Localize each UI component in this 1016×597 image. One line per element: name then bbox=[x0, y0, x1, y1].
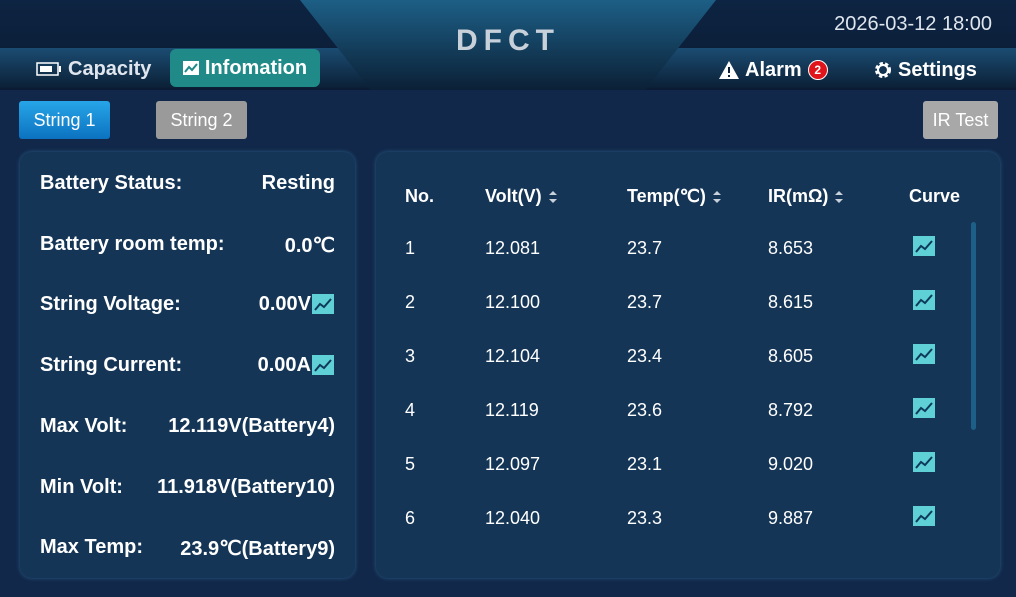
table-cell: 23.7 bbox=[627, 292, 663, 312]
table-cell: 8.615 bbox=[768, 292, 814, 312]
sort-icon bbox=[548, 190, 557, 203]
curve-button[interactable] bbox=[913, 344, 935, 369]
alarm-label: Alarm bbox=[745, 58, 802, 81]
curve-icon bbox=[312, 294, 334, 315]
header-label: Curve bbox=[909, 186, 961, 206]
summary-label: Min Volt: bbox=[40, 475, 123, 498]
table-cell: 3 bbox=[405, 346, 416, 366]
title-plate bbox=[300, 0, 716, 90]
summary-value: 12.119V(Battery4) bbox=[168, 414, 335, 437]
table-cell: 23.1 bbox=[627, 454, 663, 474]
tab-bar bbox=[646, 48, 1016, 88]
curve-button[interactable] bbox=[312, 294, 334, 319]
curve-icon bbox=[913, 506, 935, 526]
table-cell: 23.3 bbox=[627, 508, 663, 528]
datetime: 2026-03-12 18:00 bbox=[834, 13, 992, 35]
header-label: No. bbox=[405, 186, 434, 206]
summary-label: String Current: bbox=[40, 354, 183, 377]
chart-icon bbox=[182, 61, 199, 75]
summary-label: Max Volt: bbox=[40, 414, 128, 437]
header-label: Volt(V) bbox=[485, 186, 542, 206]
table-cell: 2 bbox=[405, 292, 416, 312]
table-cell: 8.653 bbox=[768, 238, 814, 258]
column-header: No. bbox=[405, 186, 434, 207]
table-cell: 4 bbox=[405, 400, 416, 420]
summary-label: String Voltage: bbox=[40, 293, 181, 316]
curve-button[interactable] bbox=[913, 398, 935, 423]
summary-value: 11.918V(Battery10) bbox=[157, 475, 335, 498]
table-cell: 12.104 bbox=[485, 346, 541, 366]
column-header[interactable]: Volt(V) bbox=[485, 186, 558, 207]
curve-icon bbox=[913, 398, 935, 418]
summary-label: Battery Status: bbox=[40, 172, 183, 194]
table-cell: 23.6 bbox=[627, 400, 663, 420]
summary-value: 0.00A bbox=[257, 354, 311, 377]
tab-label: Infomation bbox=[204, 56, 308, 79]
scrollbar[interactable] bbox=[971, 222, 976, 430]
curve-icon bbox=[913, 344, 935, 364]
curve-icon bbox=[913, 452, 935, 472]
summary-value: 0.0℃ bbox=[284, 234, 335, 257]
sort-icon bbox=[712, 190, 721, 203]
curve-icon bbox=[913, 290, 935, 310]
summary-value: 23.9℃(Battery9) bbox=[180, 538, 335, 561]
table-panel: No. Volt(V) Temp(℃) IR(mΩ) Curve 1 12.081 23.7 8… bbox=[376, 152, 1000, 578]
table-cell: 23.4 bbox=[627, 346, 663, 366]
column-header: Curve bbox=[909, 186, 960, 207]
tab-information[interactable]: Infomation bbox=[170, 49, 320, 87]
table-cell: 12.097 bbox=[485, 454, 541, 474]
curve-button[interactable] bbox=[913, 290, 935, 315]
settings-label: Settings bbox=[898, 58, 977, 81]
summary-value: Resting bbox=[261, 172, 335, 194]
table-cell: 6 bbox=[405, 508, 416, 528]
table-cell: 12.081 bbox=[485, 238, 541, 258]
table-cell: 12.040 bbox=[485, 508, 541, 528]
string-1-button[interactable]: String 1 bbox=[19, 101, 110, 139]
table-cell: 23.7 bbox=[627, 238, 663, 258]
alarm[interactable]: Alarm 2 bbox=[719, 58, 828, 82]
curve-button[interactable] bbox=[913, 236, 935, 261]
tab-capacity[interactable]: Capacity bbox=[36, 56, 151, 82]
summary-panel: Battery Status: Resting Battery room temp:… bbox=[20, 152, 355, 578]
table-cell: 5 bbox=[405, 454, 416, 474]
summary-label: Max Temp: bbox=[40, 536, 143, 559]
app-title: DFCT bbox=[456, 24, 560, 57]
table-cell: 1 bbox=[405, 238, 416, 258]
table-cell: 9.887 bbox=[768, 508, 814, 528]
table-cell: 12.100 bbox=[485, 292, 541, 312]
settings[interactable]: Settings bbox=[874, 58, 977, 82]
curve-icon bbox=[312, 355, 334, 376]
curve-button[interactable] bbox=[312, 355, 334, 380]
summary-label: Battery room temp: bbox=[40, 232, 225, 255]
table-cell: 12.119 bbox=[485, 400, 539, 420]
alarm-count: 2 bbox=[807, 60, 828, 80]
curve-button[interactable] bbox=[913, 506, 935, 531]
table-cell: 8.792 bbox=[768, 400, 814, 420]
column-header[interactable]: IR(mΩ) bbox=[768, 186, 844, 207]
header-label: Temp(℃) bbox=[627, 186, 706, 206]
summary-value: 0.00V bbox=[258, 293, 311, 316]
gear-icon bbox=[875, 62, 891, 78]
curve-icon bbox=[913, 236, 935, 256]
column-header[interactable]: Temp(℃) bbox=[627, 186, 722, 207]
warning-icon bbox=[719, 61, 739, 79]
ir-test-button[interactable]: IR Test bbox=[923, 101, 998, 139]
string-2-button[interactable]: String 2 bbox=[156, 101, 247, 139]
battery-icon bbox=[36, 62, 61, 76]
curve-button[interactable] bbox=[913, 452, 935, 477]
table-cell: 8.605 bbox=[768, 346, 814, 366]
header-label: IR(mΩ) bbox=[768, 186, 829, 206]
tab-label: Capacity bbox=[68, 57, 152, 80]
sort-icon bbox=[835, 190, 844, 203]
table-cell: 9.020 bbox=[768, 454, 814, 474]
